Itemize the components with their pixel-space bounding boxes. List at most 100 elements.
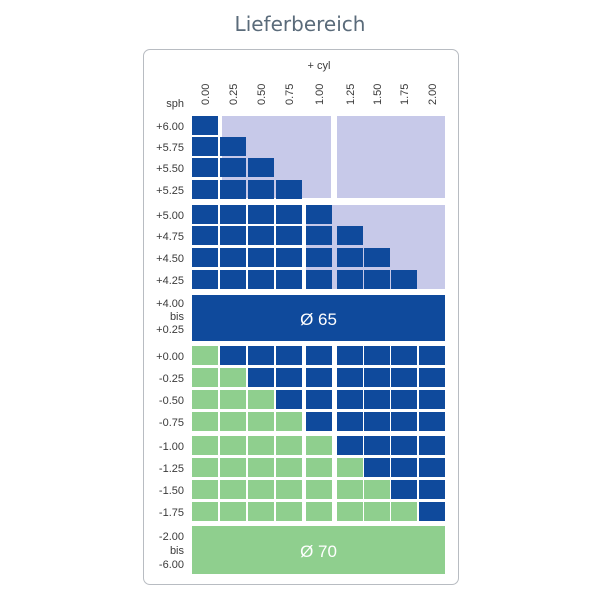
available-cell — [220, 248, 246, 267]
available-cell — [391, 346, 417, 365]
sph-row-label: +0.00 — [156, 351, 184, 363]
available-cell — [337, 390, 363, 409]
available-cell — [220, 226, 246, 245]
sph-row-label: -1.75 — [159, 507, 184, 519]
available-cell — [364, 346, 390, 365]
sph-row-label: -0.50 — [159, 395, 184, 407]
cyl-tick-label: 0.75 — [284, 84, 296, 105]
available-cell — [248, 180, 274, 199]
available-cell — [276, 226, 302, 245]
green-cell — [248, 390, 274, 409]
available-cell — [192, 180, 218, 199]
cyl-tick-label: 0.00 — [200, 84, 212, 105]
available-cell — [306, 226, 332, 245]
green-cell — [220, 480, 246, 499]
green-cell — [337, 502, 363, 521]
available-cell — [391, 458, 417, 477]
available-cell — [337, 248, 363, 267]
available-cell — [391, 412, 417, 431]
green-cell — [276, 480, 302, 499]
available-cell — [419, 458, 445, 477]
green-cell — [220, 412, 246, 431]
sph-axis-label: sph — [166, 98, 184, 110]
available-cell — [248, 158, 274, 177]
band70-range-label: -6.00 — [159, 559, 184, 571]
available-cell — [337, 436, 363, 455]
sph-row-label: +5.75 — [156, 142, 184, 154]
available-cell — [306, 390, 332, 409]
cyl-axis-label: + cyl — [308, 60, 331, 72]
green-cell — [364, 502, 390, 521]
available-cell — [248, 346, 274, 365]
green-cell — [192, 436, 218, 455]
sph-row-label: -1.00 — [159, 441, 184, 453]
green-cell — [276, 436, 302, 455]
band65-range-label: bis — [170, 311, 185, 323]
available-cell — [306, 412, 332, 431]
green-cell — [220, 436, 246, 455]
available-cell — [276, 368, 302, 387]
available-cell — [364, 368, 390, 387]
cyl-tick-label: 2.00 — [427, 84, 439, 105]
green-cell — [306, 436, 332, 455]
available-cell — [276, 205, 302, 224]
available-cell — [337, 412, 363, 431]
available-cell — [192, 116, 218, 135]
available-cell — [192, 248, 218, 267]
available-cell — [276, 180, 302, 199]
green-cell — [220, 458, 246, 477]
available-cell — [306, 368, 332, 387]
diameter-65-text: Ø 65 — [300, 310, 337, 329]
available-cell — [192, 270, 218, 289]
available-cell — [276, 390, 302, 409]
available-cell — [337, 226, 363, 245]
green-cell — [276, 502, 302, 521]
available-cell — [391, 480, 417, 499]
available-cell — [248, 248, 274, 267]
green-cell — [391, 502, 417, 521]
available-cell — [306, 270, 332, 289]
available-cell — [364, 270, 390, 289]
available-cell — [276, 248, 302, 267]
available-cell — [419, 502, 445, 521]
available-cell — [220, 180, 246, 199]
available-cell — [220, 346, 246, 365]
green-cell — [192, 368, 218, 387]
available-cell — [419, 412, 445, 431]
green-cell — [364, 480, 390, 499]
cyl-tick-label: 1.25 — [345, 84, 357, 105]
available-cell — [276, 346, 302, 365]
green-cell — [192, 346, 218, 365]
available-cell — [391, 390, 417, 409]
green-cell — [276, 412, 302, 431]
band70-range-label: bis — [170, 545, 185, 557]
green-cell — [276, 458, 302, 477]
green-cell — [192, 480, 218, 499]
sph-row-label: -0.25 — [159, 373, 184, 385]
green-cell — [192, 502, 218, 521]
green-cell — [192, 458, 218, 477]
sph-row-label: +4.75 — [156, 231, 184, 243]
available-cell — [364, 412, 390, 431]
available-cell — [364, 436, 390, 455]
available-cell — [419, 480, 445, 499]
sph-row-label: +4.25 — [156, 275, 184, 287]
green-cell — [306, 502, 332, 521]
green-cell — [220, 368, 246, 387]
cyl-tick-label: 1.00 — [314, 84, 326, 105]
band65-range-label: +0.25 — [156, 324, 184, 336]
available-cell — [220, 270, 246, 289]
available-cell — [306, 346, 332, 365]
available-cell — [364, 248, 390, 267]
available-cell — [364, 458, 390, 477]
cyl-tick-label: 0.25 — [228, 84, 240, 105]
available-cell — [337, 368, 363, 387]
green-cell — [306, 458, 332, 477]
available-cell — [220, 158, 246, 177]
available-cell — [364, 390, 390, 409]
available-cell — [192, 158, 218, 177]
available-cell — [306, 205, 332, 224]
sph-row-label: +5.50 — [156, 163, 184, 175]
diameter-70-text: Ø 70 — [300, 542, 337, 561]
page-title: Lieferbereich — [234, 12, 366, 36]
